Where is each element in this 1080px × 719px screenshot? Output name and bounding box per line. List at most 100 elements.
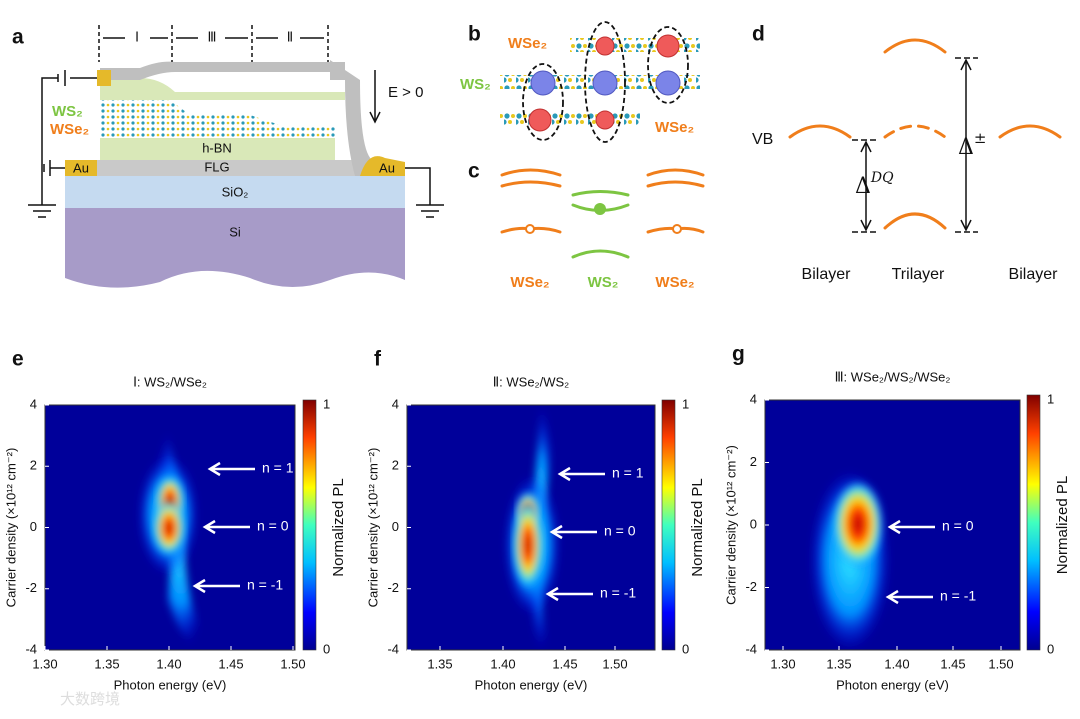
y-tick-label: -2 <box>387 580 399 595</box>
au-top <box>97 70 111 86</box>
y-tick-label: -2 <box>745 579 757 594</box>
colorbar-tick: 1 <box>682 396 689 411</box>
colorbar-tick: 1 <box>323 396 330 411</box>
arrow-label: n = 0 <box>942 518 974 534</box>
arrow-label: n = 0 <box>257 518 289 534</box>
arrow-label: n = 1 <box>262 460 294 476</box>
y-tick-label: 0 <box>30 519 37 534</box>
x-tick-label: 1.30 <box>770 656 795 671</box>
au-left <box>65 160 97 176</box>
arrow-label: n = 1 <box>612 465 644 481</box>
hole-marker <box>525 224 535 234</box>
x-tick-label: 1.40 <box>156 656 181 671</box>
y-tick-label: 0 <box>392 519 399 534</box>
field-arrow <box>369 70 381 124</box>
layer-label: WS₂ <box>460 76 491 93</box>
ws2-label: WS₂ <box>52 103 83 120</box>
y-tick-label: -4 <box>387 641 399 656</box>
x-tick-label: 1.45 <box>940 656 965 671</box>
panel-a: a Ⅰ Ⅲ Ⅱ E > 0 WS₂ WSe₂ h-BN FLG SiO₂ Si … <box>12 25 444 288</box>
y-tick-label: -4 <box>745 641 757 656</box>
x-tick-label: 1.45 <box>218 656 243 671</box>
delta-symbol: Δ <box>958 135 974 160</box>
colorbar-label: Normalized PL <box>330 478 347 576</box>
heatmap-image <box>45 405 295 650</box>
stack-label: Bilayer <box>802 266 852 283</box>
panel-label: c <box>468 160 480 183</box>
arrow <box>545 586 593 602</box>
field-label: E > 0 <box>388 84 423 101</box>
au-label: Au <box>73 160 89 175</box>
panel-c: c WSe₂ WS₂ WSe₂ <box>468 160 705 291</box>
colorbar-tick: 1 <box>1047 391 1054 406</box>
y-axis-label: Carrier density (×10¹² cm⁻²) <box>365 448 380 608</box>
y-tick-label: 4 <box>392 396 399 411</box>
gate-ramp <box>330 60 372 176</box>
region-label: Ⅰ <box>135 29 139 44</box>
x-tick-label: 1.50 <box>602 656 627 671</box>
sio2-layer <box>65 176 405 208</box>
stack-label: Bilayer <box>1009 266 1059 283</box>
au-label: Au <box>379 160 395 175</box>
panel-label: a <box>12 26 24 49</box>
colorbar <box>661 399 676 651</box>
heatmap-title: Ⅲ: WSe₂/WS₂/WSe₂ <box>835 369 951 384</box>
x-tick-label: 1.35 <box>94 656 119 671</box>
top-gate <box>100 61 345 80</box>
hole-marker <box>672 224 682 234</box>
panel-d: d VB ΔDQ Δ± Bilayer Trilayer Bilayer <box>752 23 1062 283</box>
hbn-label: h-BN <box>202 140 232 155</box>
pl-signal <box>832 479 884 569</box>
level-marks <box>852 57 978 233</box>
colorbar-tick: 0 <box>682 641 689 656</box>
stack-label: Trilayer <box>892 266 945 283</box>
x-tick-label: 1.40 <box>884 656 909 671</box>
si-label: Si <box>229 224 241 239</box>
arrow-label: n = 0 <box>604 523 636 539</box>
delta-dq: ΔDQ <box>855 170 894 199</box>
arrow <box>885 589 933 605</box>
heterostructure <box>100 100 335 138</box>
flg-layer <box>65 160 355 176</box>
arrow <box>192 578 240 594</box>
y-tick-label: 0 <box>750 516 757 531</box>
colorbar-label: Normalized PL <box>1054 476 1071 574</box>
heatmap-panel: g Ⅲ: WSe₂/WS₂/WSe₂ 1.30 1.35 1.40 1.45 1.50 4 2 0… <box>723 343 1071 693</box>
layer-label: WSe₂ <box>510 274 549 291</box>
heatmap-title: Ⅱ: WSe₂/WS₂ <box>493 374 569 389</box>
x-axis-label: Photon energy (eV) <box>836 677 949 692</box>
y-tick-label: 4 <box>30 396 37 411</box>
x-tick-label: 1.50 <box>280 656 305 671</box>
electron-marker <box>594 203 606 215</box>
panel-b: b WSe₂ WS₂ WSe₂ <box>460 21 700 143</box>
x-axis-label: Photon energy (eV) <box>114 677 227 692</box>
electrons <box>530 70 681 96</box>
sio2-label: SiO₂ <box>222 184 249 199</box>
delta-symbol: Δ <box>855 174 871 199</box>
arrow <box>549 524 597 540</box>
au-right <box>360 156 405 176</box>
y-tick-label: 4 <box>750 391 757 406</box>
pl-signal <box>153 500 185 556</box>
layer-label: WSe₂ <box>508 35 547 52</box>
arrow-label: n = -1 <box>247 577 283 593</box>
bands <box>788 38 1062 230</box>
x-tick-label: 1.35 <box>826 656 851 671</box>
y-tick-label: 2 <box>30 458 37 473</box>
flg-label: FLG <box>204 159 229 174</box>
heatmap-panel: e Ⅰ: WS₂/WSe₂ 1.30 1.35 1.40 1.45 1.50 4 2 0 -2 -4 P… <box>3 348 347 693</box>
arrow <box>207 461 255 477</box>
band-dashed <box>883 124 947 139</box>
x-tick-label: 1.35 <box>427 656 452 671</box>
x-tick-label: 1.50 <box>988 656 1013 671</box>
pl-signal <box>513 500 543 590</box>
x-tick-label: 1.40 <box>490 656 515 671</box>
ws2-bands <box>571 190 630 259</box>
colorbar-tick: 0 <box>323 641 330 656</box>
region-label: Ⅲ <box>208 29 217 44</box>
y-tick-label: 2 <box>750 454 757 469</box>
y-tick-label: -2 <box>25 580 37 595</box>
colorbar <box>1026 394 1041 651</box>
layer-label: WSe₂ <box>655 119 694 136</box>
